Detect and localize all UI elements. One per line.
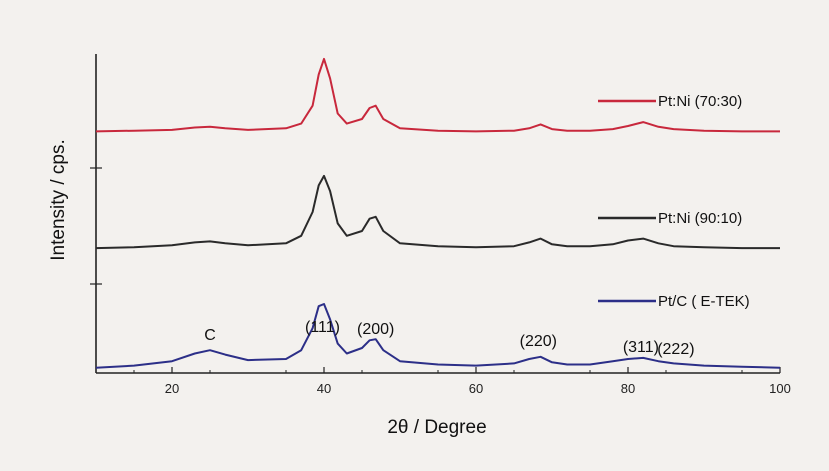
peak-annotation: (311) [623,339,659,356]
y-axis-title: Intensity / cps. [48,139,69,260]
series-line [95,174,780,250]
series-line [95,57,780,133]
x-tick-label: 100 [769,381,791,396]
peak-annotation: (220) [520,333,557,350]
x-tick-label: 40 [317,381,331,396]
legend-label: Pt:Ni (90:10) [658,210,742,227]
x-tick-label: 60 [469,381,483,396]
annotation-layer: C (111) (200) (220) (311)(222) [204,319,694,358]
legend-label: Pt:Ni (70:30) [658,93,742,110]
legend-layer: Pt:Ni (70:30) Pt:Ni (90:10) Pt/C ( E-TEK) [598,93,750,310]
series-layer [95,57,781,369]
peak-annotation: (200) [357,321,394,338]
series-line [95,303,781,369]
x-tick-label: 20 [165,381,179,396]
x-axis-title: 2θ / Degree [387,417,486,438]
axes: 20 40 60 80 100 [90,54,791,396]
peak-annotation: (111) [305,319,340,336]
peak-annotation: (222) [657,341,694,358]
legend-label: Pt/C ( E-TEK) [658,293,750,310]
x-tick-label: 80 [621,381,635,396]
peak-annotation: C [204,327,216,344]
